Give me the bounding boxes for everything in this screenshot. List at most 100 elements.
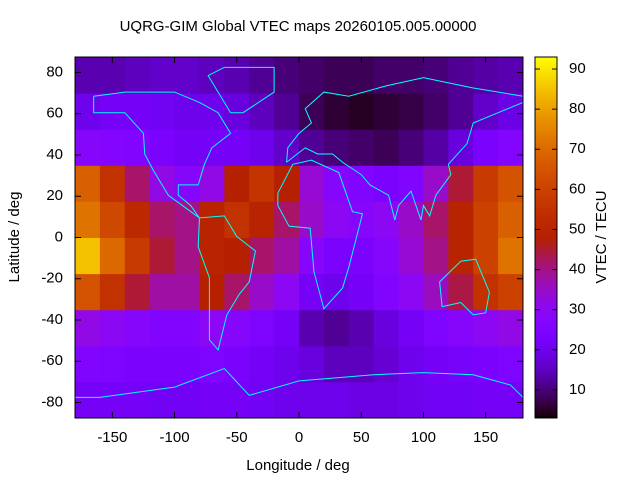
x-tick-label: -150 bbox=[97, 429, 127, 446]
heatmap-cell bbox=[274, 57, 300, 94]
colorbar-swatch bbox=[535, 102, 557, 106]
heatmap-cell bbox=[249, 345, 275, 383]
y-axis-label: Latitude / deg bbox=[6, 192, 23, 283]
heatmap-cell bbox=[423, 93, 449, 130]
heatmap-cell bbox=[274, 201, 300, 238]
heatmap-cell bbox=[423, 201, 449, 238]
heatmap-cell bbox=[448, 381, 474, 419]
heatmap-cell bbox=[174, 129, 200, 166]
colorbar-tick-label: 80 bbox=[569, 100, 586, 117]
colorbar-swatch bbox=[535, 93, 557, 97]
coastlines bbox=[75, 67, 523, 397]
colorbar-swatch bbox=[535, 144, 557, 148]
heatmap-cell bbox=[498, 381, 524, 419]
heatmap-cell bbox=[448, 201, 474, 238]
heatmap-cell bbox=[323, 93, 350, 130]
heatmap-cell bbox=[473, 201, 499, 238]
colorbar-swatch bbox=[535, 345, 557, 350]
heatmap-cell bbox=[124, 129, 151, 166]
colorbar-swatch bbox=[535, 153, 557, 157]
colorbar-swatch bbox=[535, 354, 557, 359]
y-tick-label: 60 bbox=[46, 105, 63, 122]
colorbar-swatch bbox=[535, 165, 557, 169]
colorbar-swatch bbox=[535, 342, 557, 347]
y-tick-label: -80 bbox=[41, 393, 63, 410]
heatmap-cell bbox=[249, 129, 275, 166]
colorbar-tick-label: 40 bbox=[569, 261, 586, 278]
coastline bbox=[94, 92, 231, 218]
colorbar-swatch bbox=[535, 126, 557, 130]
heatmap-cell bbox=[274, 309, 300, 347]
colorbar-swatch bbox=[535, 243, 557, 248]
heatmap-cell bbox=[174, 93, 200, 130]
colorbar-swatch bbox=[535, 333, 557, 338]
heatmap-cell bbox=[373, 345, 400, 383]
heatmap-cell bbox=[124, 381, 151, 419]
heatmap-cell bbox=[249, 93, 275, 130]
colorbar-swatch bbox=[535, 414, 557, 419]
heatmap-cell bbox=[249, 273, 275, 311]
heatmap-cell bbox=[75, 309, 101, 347]
colorbar-swatch bbox=[535, 408, 557, 413]
heatmap-cell bbox=[473, 57, 499, 94]
heatmap-cell bbox=[398, 165, 424, 202]
x-tick-label: -100 bbox=[160, 429, 190, 446]
colorbar-swatch bbox=[535, 249, 557, 254]
coastline bbox=[440, 259, 490, 315]
heatmap-cell bbox=[498, 237, 524, 275]
colorbar-swatch bbox=[535, 57, 557, 61]
heatmap-cell bbox=[448, 57, 474, 94]
heatmap-cell bbox=[323, 201, 350, 238]
heatmap-cell bbox=[249, 309, 275, 347]
heatmap-cell bbox=[249, 381, 275, 419]
heatmap-cell bbox=[423, 165, 449, 202]
heatmap-cell bbox=[174, 381, 200, 419]
heatmap-cell bbox=[423, 57, 449, 94]
heatmap-cell bbox=[75, 345, 101, 383]
heatmap-cell bbox=[398, 237, 424, 275]
colorbar-swatch bbox=[535, 156, 557, 160]
heatmap-cell bbox=[99, 165, 126, 202]
x-tick-label: 100 bbox=[411, 429, 436, 446]
colorbar-swatch bbox=[535, 348, 557, 353]
colorbar-swatch bbox=[535, 399, 557, 404]
heatmap-cell bbox=[174, 309, 200, 347]
colorbar-swatch bbox=[535, 393, 557, 398]
heatmap-cell bbox=[373, 129, 400, 166]
heatmap-cell bbox=[199, 165, 225, 202]
heatmap-cell bbox=[473, 273, 499, 311]
colorbar-swatch bbox=[535, 99, 557, 103]
heatmap-cell bbox=[99, 93, 126, 130]
heatmap-cell bbox=[299, 57, 325, 94]
heatmap-cell bbox=[149, 129, 176, 166]
colorbar-swatch bbox=[535, 246, 557, 251]
colorbar-swatch bbox=[535, 120, 557, 124]
heatmap-cell bbox=[174, 237, 200, 275]
colorbar-swatch bbox=[535, 291, 557, 296]
heatmap-cell bbox=[75, 93, 101, 130]
colorbar-swatch bbox=[535, 207, 557, 211]
heatmap-cell bbox=[124, 165, 151, 202]
x-tick-label: 0 bbox=[295, 429, 303, 446]
colorbar-swatch bbox=[535, 360, 557, 365]
heatmap-cell bbox=[398, 345, 424, 383]
colorbar-swatch bbox=[535, 321, 557, 326]
heatmap-cell bbox=[174, 273, 200, 311]
heatmap-cell bbox=[75, 57, 101, 94]
heatmap-cell bbox=[124, 57, 151, 94]
heatmap-cell bbox=[224, 201, 250, 238]
colorbar-swatch bbox=[535, 66, 557, 70]
x-tick-label: -50 bbox=[226, 429, 248, 446]
heatmap-cell bbox=[373, 57, 400, 94]
heatmap-cell bbox=[149, 345, 176, 383]
heatmap-cell bbox=[448, 165, 474, 202]
heatmap-cell bbox=[249, 57, 275, 94]
colorbar-swatch bbox=[535, 147, 557, 151]
colorbar-swatch bbox=[535, 405, 557, 410]
colorbar bbox=[535, 57, 557, 419]
coastline bbox=[198, 216, 255, 350]
colorbar-swatch bbox=[535, 402, 557, 407]
colorbar-swatch bbox=[535, 159, 557, 163]
colorbar-tick-label: 30 bbox=[569, 301, 586, 318]
